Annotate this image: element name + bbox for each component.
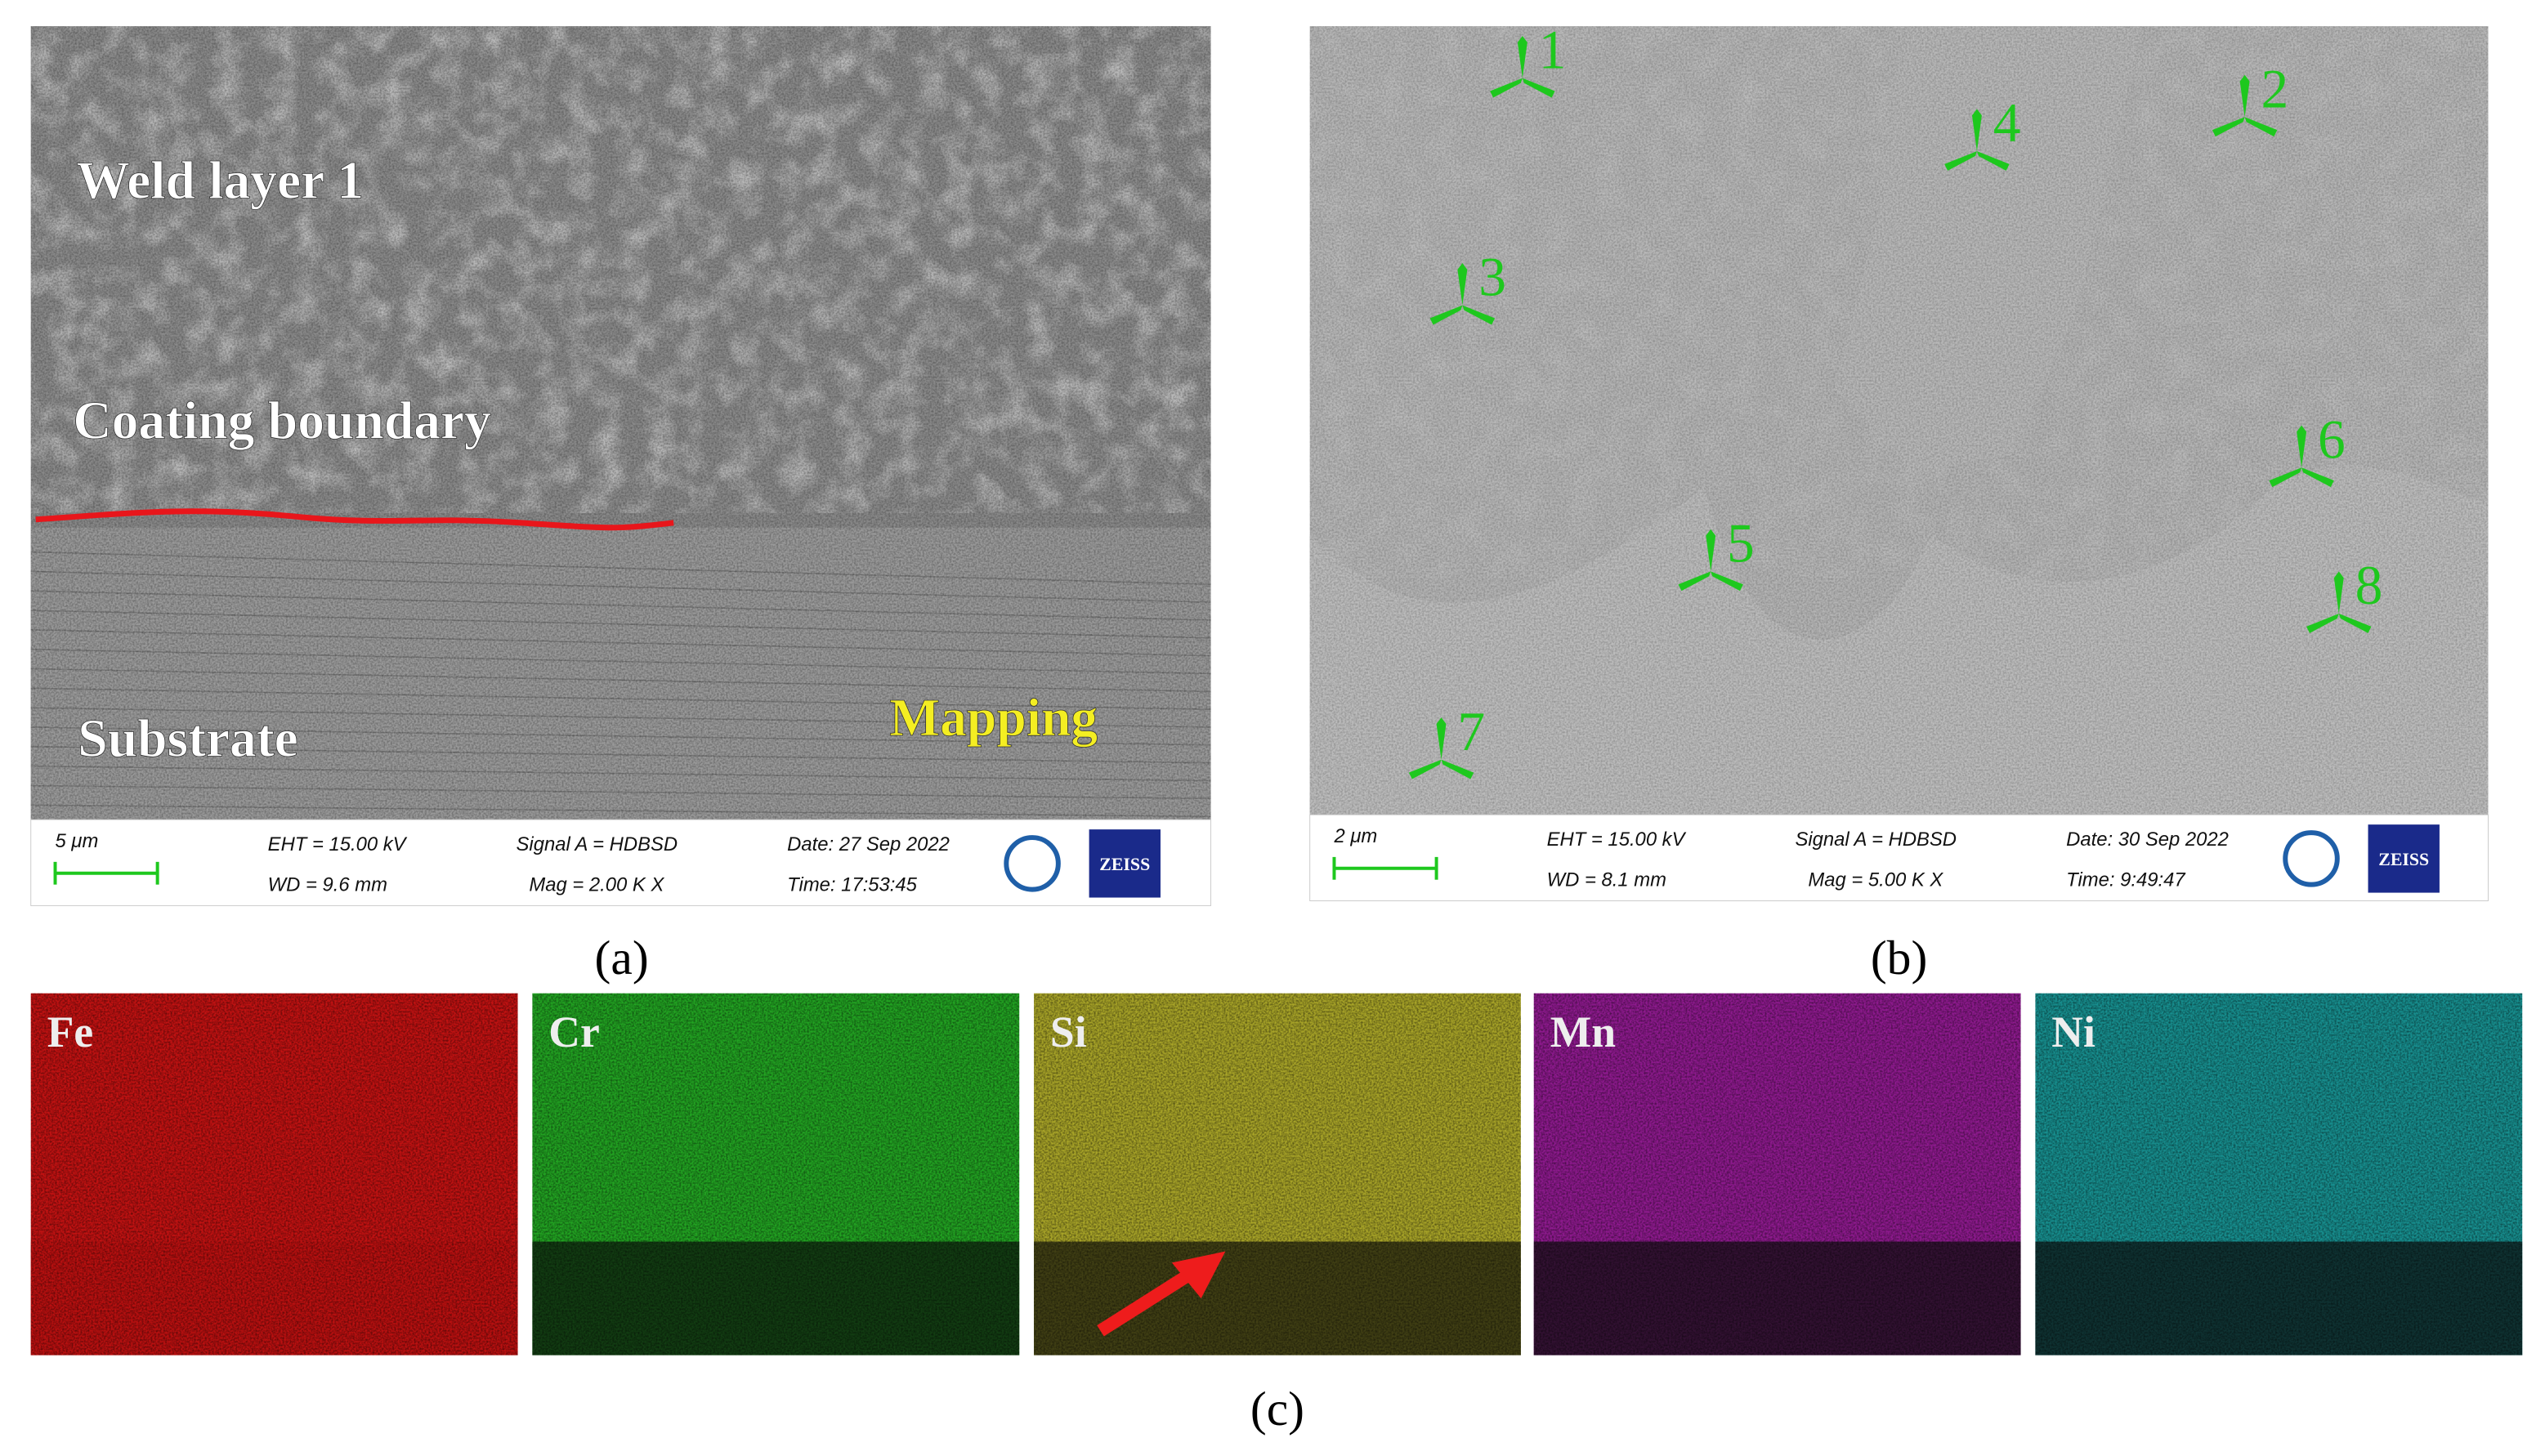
grain-b bbox=[1309, 26, 2489, 815]
map-grain bbox=[1533, 993, 2021, 1356]
annotation: Mapping bbox=[889, 689, 1098, 748]
info-mag: Mag = 2.00 K X bbox=[529, 874, 664, 896]
arrow-head bbox=[1171, 1251, 1226, 1299]
info-signal: Signal A = HDBSD bbox=[1795, 828, 1957, 851]
point-marker bbox=[1408, 717, 1474, 779]
logo-emblem bbox=[2283, 830, 2340, 887]
point-marker bbox=[2306, 571, 2372, 633]
scale-label: 5 μm bbox=[56, 830, 99, 852]
zeiss-logo: ZEISS bbox=[2378, 850, 2429, 869]
point-label: 1 bbox=[1539, 20, 1567, 81]
zeiss-logo-box bbox=[1089, 829, 1161, 898]
point-label: 6 bbox=[2318, 409, 2346, 470]
info-time: Time: 9:49:47 bbox=[2066, 869, 2185, 891]
annotation: Coating boundary bbox=[73, 392, 491, 451]
map-grain bbox=[2035, 993, 2523, 1356]
map-grain bbox=[1034, 993, 1521, 1356]
panel-label: (a) bbox=[595, 931, 649, 985]
point-marker bbox=[2269, 425, 2334, 488]
grain-a bbox=[30, 26, 1211, 820]
point-label: 4 bbox=[1993, 92, 2021, 154]
point-label: 2 bbox=[2261, 58, 2288, 119]
info-mag: Mag = 5.00 K X bbox=[1808, 869, 1943, 891]
info-eht: EHT = 15.00 kV bbox=[268, 833, 408, 855]
element-label: Ni bbox=[2051, 1007, 2095, 1056]
info-date: Date: 27 Sep 2022 bbox=[787, 833, 950, 855]
coating-boundary-line bbox=[35, 508, 674, 531]
element-label: Fe bbox=[47, 1007, 94, 1056]
arrow-shaft bbox=[1097, 1263, 1201, 1337]
point-label: 3 bbox=[1478, 247, 1506, 308]
zeiss-logo: ZEISS bbox=[1099, 855, 1150, 874]
point-marker bbox=[1944, 109, 2010, 171]
panel-label: (b) bbox=[1871, 931, 1927, 985]
point-marker bbox=[2212, 74, 2278, 137]
info-wd: WD = 9.6 mm bbox=[268, 874, 387, 896]
panel-label: (c) bbox=[1250, 1382, 1304, 1436]
point-label: 8 bbox=[2355, 555, 2383, 616]
annotation: Substrate bbox=[78, 710, 297, 769]
point-marker bbox=[1490, 35, 1555, 98]
annotation: Weld layer 1 bbox=[76, 152, 364, 211]
info-wd: WD = 8.1 mm bbox=[1547, 869, 1666, 891]
info-bar bbox=[1309, 814, 2489, 902]
info-time: Time: 17:53:45 bbox=[787, 874, 917, 896]
map-grain bbox=[532, 993, 1020, 1356]
element-label: Si bbox=[1050, 1007, 1087, 1056]
element-label: Cr bbox=[548, 1007, 600, 1056]
map-grain bbox=[30, 993, 518, 1356]
logo-emblem bbox=[1004, 835, 1061, 892]
info-bar bbox=[30, 819, 1212, 906]
point-marker bbox=[1678, 529, 1743, 592]
point-label: 7 bbox=[1457, 701, 1485, 762]
element-label: Mn bbox=[1550, 1007, 1616, 1056]
zeiss-logo-box bbox=[2368, 824, 2440, 893]
info-eht: EHT = 15.00 kV bbox=[1547, 828, 1687, 851]
info-signal: Signal A = HDBSD bbox=[517, 833, 678, 855]
point-marker bbox=[1429, 263, 1496, 325]
info-date: Date: 30 Sep 2022 bbox=[2066, 828, 2229, 851]
scale-label: 2 μm bbox=[1333, 825, 1377, 847]
point-label: 5 bbox=[1727, 512, 1755, 574]
